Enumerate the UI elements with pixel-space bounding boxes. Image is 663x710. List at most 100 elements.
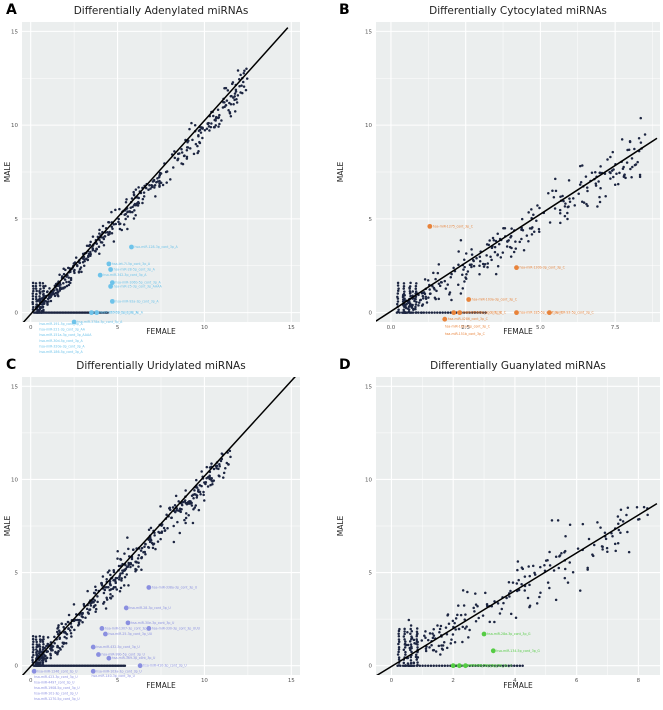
y-tick-label: 0 [15, 311, 19, 317]
data-point [108, 232, 111, 236]
data-point [619, 531, 622, 535]
data-point [173, 156, 177, 160]
data-point [40, 297, 43, 300]
data-point [62, 625, 65, 629]
data-point [509, 612, 513, 616]
x-tick-label: 0 [29, 678, 33, 684]
data-point [457, 604, 460, 607]
highlighted-point [108, 283, 114, 289]
data-point [500, 607, 504, 611]
data-point [129, 562, 132, 566]
data-point [80, 615, 83, 618]
data-point [153, 183, 157, 187]
data-point [141, 197, 145, 201]
data-point [58, 289, 61, 292]
data-point [408, 311, 412, 314]
data-point [435, 664, 438, 667]
data-point [207, 476, 211, 480]
data-point [472, 259, 475, 263]
data-point [212, 467, 216, 471]
data-point [470, 253, 474, 256]
data-point [34, 284, 38, 288]
data-point [43, 654, 47, 658]
data-point [604, 537, 608, 541]
data-point [450, 298, 453, 302]
data-point [397, 640, 401, 644]
data-point [505, 245, 509, 248]
data-point [189, 147, 192, 150]
data-point [171, 506, 175, 509]
data-point [36, 645, 40, 648]
data-point [180, 503, 184, 507]
data-point [65, 284, 69, 288]
data-point [472, 264, 476, 268]
data-point [401, 293, 405, 297]
mirna-label: hsa-miR-1246_cont_3p_U [37, 669, 78, 673]
data-point [415, 656, 419, 659]
mirna-label: hsa-miR-423-3p_cont_3p_U [34, 675, 78, 679]
data-point [53, 635, 56, 639]
data-point [49, 299, 53, 303]
data-point [396, 664, 399, 667]
data-point [464, 276, 467, 279]
data-point [527, 211, 530, 214]
data-point [398, 627, 401, 631]
data-point [137, 186, 140, 189]
data-point [537, 230, 541, 234]
data-point [124, 217, 127, 221]
data-point [35, 640, 38, 644]
data-point [32, 648, 35, 651]
data-point [474, 592, 477, 595]
highlighted-point [490, 648, 496, 654]
data-point [229, 455, 232, 459]
data-point [441, 644, 445, 647]
data-point [98, 228, 101, 232]
data-point [527, 565, 530, 568]
data-point [558, 208, 562, 212]
data-point [45, 290, 49, 294]
data-point [450, 272, 453, 276]
data-point [31, 643, 35, 646]
data-point [461, 287, 465, 290]
data-point [490, 664, 494, 667]
data-point [438, 284, 442, 288]
data-point [44, 657, 48, 661]
data-point [465, 273, 468, 276]
data-point [64, 641, 68, 645]
data-point [447, 622, 451, 625]
data-point [119, 558, 123, 561]
data-point [81, 261, 85, 264]
data-point [462, 604, 466, 607]
mirna-label: hsa-miR-181a-5p_cont_3p_C [445, 325, 491, 329]
data-point [229, 114, 233, 118]
data-point [420, 291, 424, 295]
data-point [208, 466, 212, 469]
data-point [557, 566, 561, 570]
data-point [414, 290, 418, 293]
data-point [615, 172, 618, 176]
data-point [235, 101, 239, 104]
data-point [233, 92, 237, 95]
data-point [94, 607, 98, 611]
data-point [439, 653, 442, 656]
data-point [572, 197, 575, 200]
data-point [153, 186, 156, 189]
data-point [406, 662, 410, 665]
highlighted-point [442, 316, 448, 322]
data-point [129, 210, 132, 214]
data-point [586, 566, 589, 570]
data-point [134, 560, 137, 563]
data-point [418, 299, 422, 302]
data-point [197, 490, 200, 494]
data-point [421, 297, 425, 300]
data-point [590, 171, 594, 175]
data-point [571, 571, 575, 574]
data-point [103, 235, 107, 238]
data-point [190, 501, 193, 505]
data-point [115, 588, 119, 591]
data-point [397, 632, 400, 636]
data-point [102, 600, 106, 604]
data-point [101, 575, 105, 578]
data-point [79, 266, 83, 269]
data-point [59, 286, 62, 289]
